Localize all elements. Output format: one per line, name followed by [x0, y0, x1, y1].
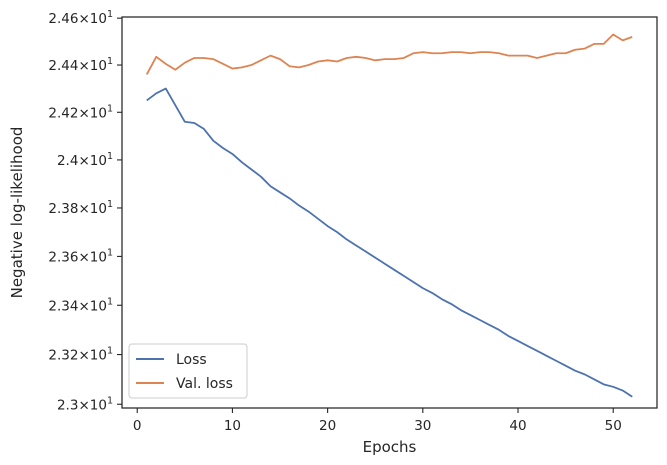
y-tick-exponent: 1 [107, 9, 113, 20]
y-tick-base: ×10 [78, 397, 107, 413]
series-line-loss [146, 87, 633, 398]
series-lines [145, 33, 633, 398]
x-tick-label: 50 [605, 418, 622, 434]
plot-area [121, 16, 658, 409]
y-tick-base: ×10 [78, 201, 107, 217]
y-tick-exponent: 1 [107, 103, 113, 114]
y-tick-label: 2.46×101 [48, 9, 113, 27]
y-tick-base: ×10 [78, 348, 107, 364]
series-line-val-loss [145, 33, 633, 75]
x-tick-label: 40 [509, 418, 526, 434]
y-tick-label: 2.4×101 [57, 151, 113, 169]
y-tick-label: 2.36×101 [48, 247, 113, 265]
y-tick-mantissa: 2.44 [48, 58, 78, 74]
y-tick-exponent: 1 [107, 346, 113, 357]
y-tick-label: 2.3×101 [57, 395, 113, 413]
legend-box [128, 343, 248, 399]
y-tick-base: ×10 [78, 153, 107, 169]
y-tick-exponent: 1 [107, 395, 113, 406]
x-tick-label: 30 [414, 418, 431, 434]
y-tick-label: 2.32×101 [48, 346, 113, 364]
legend-label-loss: Loss [176, 352, 207, 368]
y-tick-mantissa: 2.32 [48, 348, 78, 364]
legend: Loss Val. loss [128, 343, 248, 399]
y-tick-base: ×10 [78, 11, 107, 27]
y-tick-exponent: 1 [107, 247, 113, 258]
y-tick-mantissa: 2.46 [48, 11, 78, 27]
y-tick-label: 2.44×101 [48, 56, 113, 74]
y-tick-base: ×10 [78, 249, 107, 265]
y-axis: 2.3×1012.32×1012.34×1012.36×1012.38×1012… [48, 9, 122, 413]
y-tick-exponent: 1 [107, 151, 113, 162]
y-tick-label: 2.42×101 [48, 103, 113, 121]
legend-label-val-loss: Val. loss [176, 376, 233, 392]
x-tick-label: 20 [319, 418, 336, 434]
y-tick-exponent: 1 [107, 199, 113, 210]
y-tick-base: ×10 [78, 105, 107, 121]
y-tick-mantissa: 2.38 [48, 201, 78, 217]
y-tick-label: 2.38×101 [48, 199, 113, 217]
x-axis-label: Epochs [363, 438, 417, 456]
y-tick-label: 2.34×101 [48, 296, 113, 314]
y-tick-mantissa: 2.42 [48, 105, 78, 121]
y-tick-mantissa: 2.34 [48, 298, 78, 314]
y-axis-label: Negative log-likelihood [8, 127, 26, 299]
y-tick-base: ×10 [78, 298, 107, 314]
y-tick-exponent: 1 [107, 56, 113, 67]
y-tick-mantissa: 2.3 [57, 397, 78, 413]
x-tick-label: 0 [133, 418, 142, 434]
y-tick-mantissa: 2.4 [57, 153, 78, 169]
y-tick-exponent: 1 [107, 296, 113, 307]
y-tick-base: ×10 [78, 58, 107, 74]
x-axis: 0 10 20 30 40 50 [133, 408, 622, 434]
x-tick-label: 10 [224, 418, 241, 434]
y-tick-mantissa: 2.36 [48, 249, 78, 265]
